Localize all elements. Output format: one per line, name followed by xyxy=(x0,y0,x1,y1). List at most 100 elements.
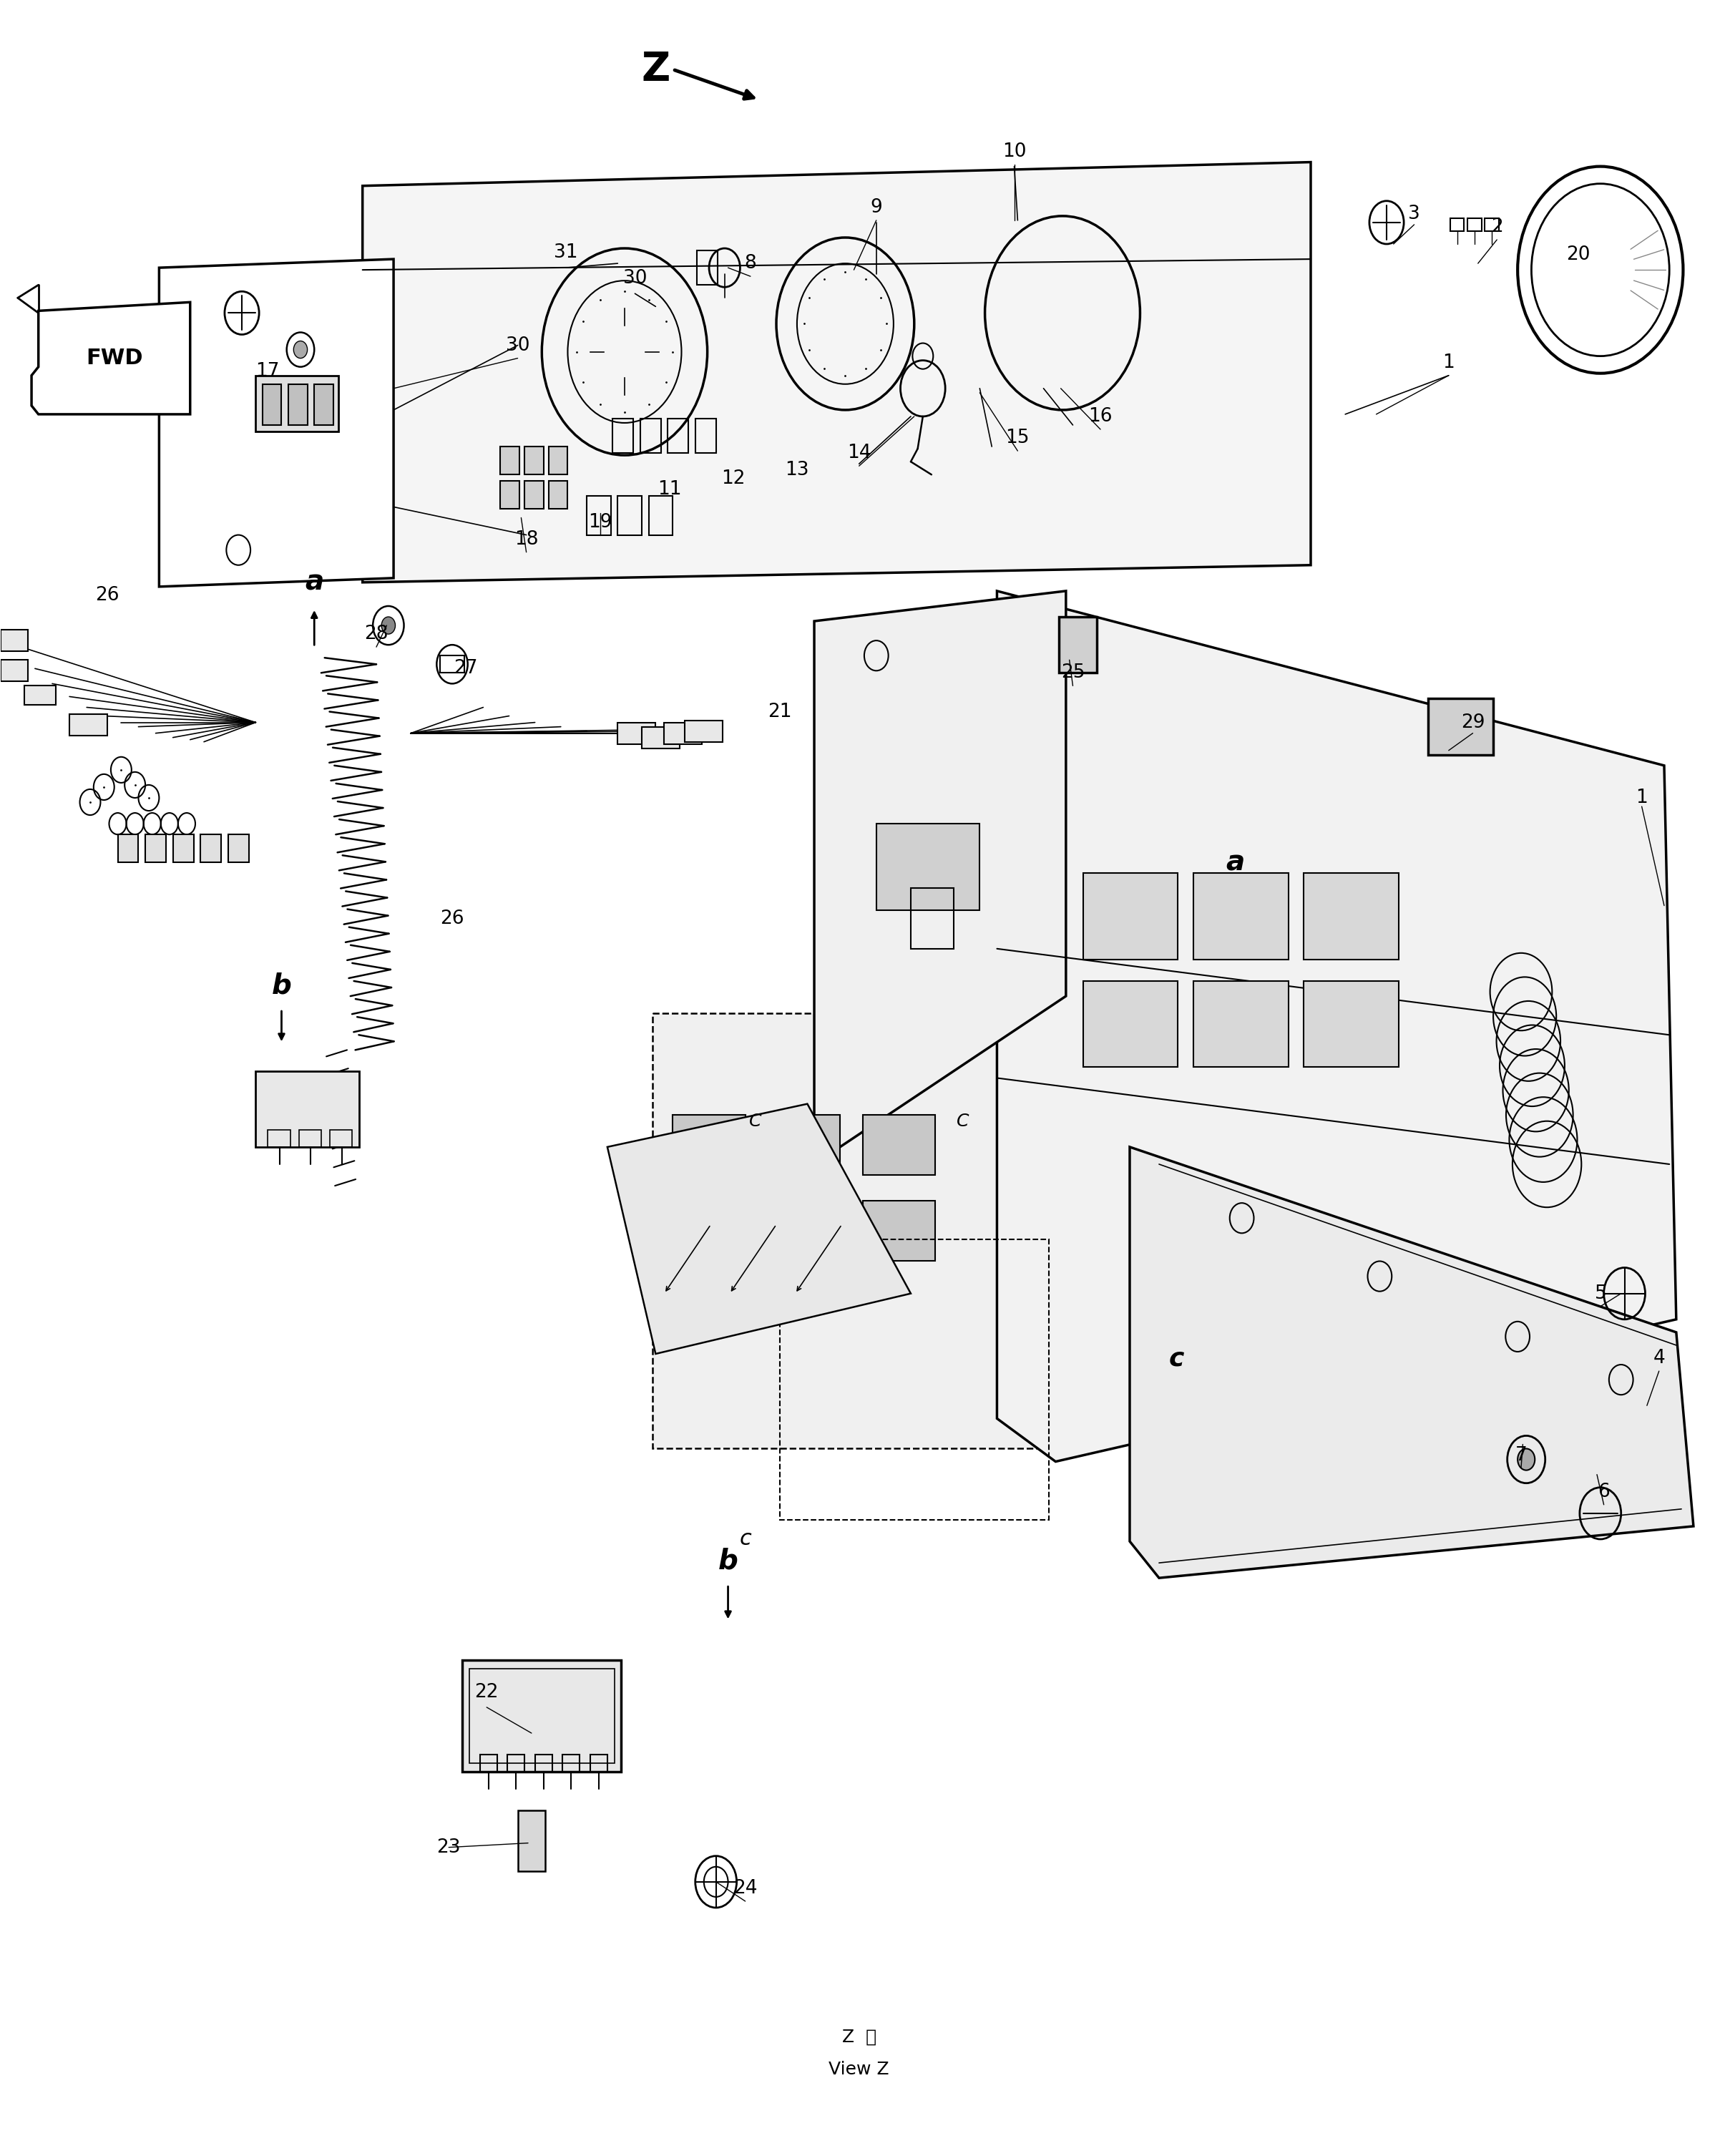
Text: b: b xyxy=(271,972,292,998)
Text: c: c xyxy=(1168,1345,1183,1371)
Text: 13: 13 xyxy=(785,461,809,479)
Bar xyxy=(524,446,543,474)
Bar xyxy=(876,824,980,910)
Text: 12: 12 xyxy=(721,470,745,487)
Text: 26: 26 xyxy=(95,586,119,604)
Bar xyxy=(24,686,55,705)
Polygon shape xyxy=(607,1104,911,1354)
Bar xyxy=(862,1201,935,1261)
Bar xyxy=(535,1755,552,1772)
Text: a: a xyxy=(1225,849,1244,875)
Bar xyxy=(668,418,688,453)
Text: 30: 30 xyxy=(505,336,530,354)
Circle shape xyxy=(1518,1449,1535,1470)
Circle shape xyxy=(988,220,1137,405)
Bar xyxy=(673,1115,745,1175)
Bar xyxy=(590,1755,607,1772)
Text: 29: 29 xyxy=(1461,714,1485,731)
Bar xyxy=(469,1669,614,1764)
Bar xyxy=(480,1755,497,1772)
Bar xyxy=(911,888,954,949)
Bar xyxy=(1083,873,1178,959)
Polygon shape xyxy=(997,591,1677,1462)
Bar xyxy=(267,1130,290,1147)
Text: 28: 28 xyxy=(364,625,388,642)
Bar xyxy=(618,496,642,535)
Bar xyxy=(518,1811,545,1871)
Polygon shape xyxy=(31,302,190,414)
Polygon shape xyxy=(362,162,1311,582)
Text: Z: Z xyxy=(642,50,669,88)
Polygon shape xyxy=(1130,1147,1694,1578)
Bar xyxy=(0,630,28,651)
Bar xyxy=(768,1115,840,1175)
Text: 20: 20 xyxy=(1566,246,1590,263)
Text: 21: 21 xyxy=(768,703,792,720)
Bar xyxy=(145,834,166,862)
Bar xyxy=(685,720,723,742)
Text: 8: 8 xyxy=(745,254,757,272)
Circle shape xyxy=(293,341,307,358)
Bar xyxy=(462,1660,621,1772)
Bar xyxy=(612,418,633,453)
Bar xyxy=(695,418,716,453)
Bar xyxy=(649,496,673,535)
Text: a: a xyxy=(305,569,324,595)
Polygon shape xyxy=(159,259,393,586)
Text: 30: 30 xyxy=(623,270,647,287)
Bar xyxy=(1059,617,1097,673)
Bar xyxy=(117,834,138,862)
Bar xyxy=(500,481,519,509)
Bar xyxy=(228,834,248,862)
Bar xyxy=(562,1755,580,1772)
Bar xyxy=(298,1130,321,1147)
Text: 25: 25 xyxy=(1061,664,1085,681)
Text: 17: 17 xyxy=(255,362,279,379)
Bar xyxy=(288,384,307,425)
Text: View Z: View Z xyxy=(828,2061,890,2078)
Bar xyxy=(673,1201,745,1261)
Text: 14: 14 xyxy=(847,444,871,461)
Text: 31: 31 xyxy=(554,244,578,261)
Bar xyxy=(697,250,718,285)
Text: 22: 22 xyxy=(474,1684,499,1701)
Text: 19: 19 xyxy=(588,513,612,530)
Text: Z  視: Z 視 xyxy=(842,2029,876,2046)
Bar xyxy=(642,727,680,748)
Text: 10: 10 xyxy=(1002,142,1026,162)
Bar xyxy=(255,1072,359,1147)
Bar xyxy=(1451,218,1465,231)
Polygon shape xyxy=(652,1013,1066,1449)
Bar xyxy=(1304,981,1399,1067)
Text: 1: 1 xyxy=(1442,354,1454,371)
Bar xyxy=(1304,873,1399,959)
Text: 18: 18 xyxy=(514,530,538,548)
Bar xyxy=(549,446,568,474)
Bar xyxy=(586,496,611,535)
Text: 2: 2 xyxy=(1490,218,1502,235)
Text: 4: 4 xyxy=(1653,1350,1665,1367)
Text: 15: 15 xyxy=(1006,429,1030,446)
Bar xyxy=(262,384,281,425)
Bar xyxy=(173,834,193,862)
Bar xyxy=(1428,699,1494,755)
Bar xyxy=(1083,981,1178,1067)
Text: 7: 7 xyxy=(1515,1447,1527,1464)
Bar xyxy=(255,375,338,431)
Bar xyxy=(1468,218,1482,231)
Circle shape xyxy=(381,617,395,634)
Bar xyxy=(1194,981,1289,1067)
Bar xyxy=(640,418,661,453)
Text: C: C xyxy=(749,1112,762,1130)
Text: b: b xyxy=(718,1548,738,1574)
Polygon shape xyxy=(814,591,1066,1164)
Bar xyxy=(440,655,464,673)
Text: 9: 9 xyxy=(871,198,881,218)
Bar xyxy=(524,481,543,509)
Bar xyxy=(507,1755,524,1772)
Text: 16: 16 xyxy=(1088,407,1113,425)
Bar xyxy=(549,481,568,509)
Text: 3: 3 xyxy=(1408,205,1420,222)
Text: 1: 1 xyxy=(1635,789,1647,806)
Bar xyxy=(500,446,519,474)
